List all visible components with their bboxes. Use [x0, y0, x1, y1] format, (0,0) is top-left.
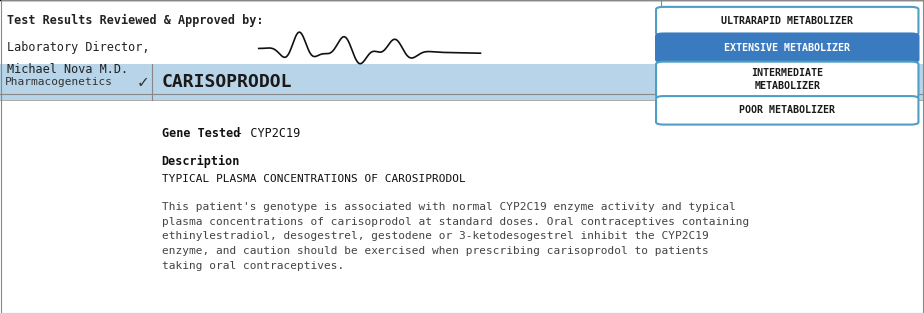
Text: Michael Nova M.D.: Michael Nova M.D.: [7, 63, 128, 76]
FancyBboxPatch shape: [656, 96, 918, 125]
FancyBboxPatch shape: [0, 64, 924, 100]
Text: Dec 16, 2019: Dec 16, 2019: [760, 69, 845, 82]
Text: Test Results Reviewed & Approved by:: Test Results Reviewed & Approved by:: [7, 14, 264, 27]
Text: REPORT DATE: REPORT DATE: [670, 69, 748, 82]
Text: Pharmacogenetics: Pharmacogenetics: [5, 77, 113, 87]
Text: Laboratory Director,: Laboratory Director,: [7, 41, 150, 54]
FancyBboxPatch shape: [656, 33, 918, 62]
Text: EXTENSIVE METABOLIZER: EXTENSIVE METABOLIZER: [724, 43, 850, 53]
Text: TYPICAL PLASMA CONCENTRATIONS OF CAROSIPRODOL: TYPICAL PLASMA CONCENTRATIONS OF CAROSIP…: [162, 174, 466, 184]
FancyBboxPatch shape: [656, 7, 918, 35]
Text: Description: Description: [162, 155, 240, 168]
Text: ✓: ✓: [137, 75, 150, 90]
FancyBboxPatch shape: [656, 62, 918, 98]
Text: POOR METABOLIZER: POOR METABOLIZER: [739, 105, 835, 115]
Text: CARISOPRODOL: CARISOPRODOL: [162, 73, 292, 91]
Text: INTERMEDIATE
METABOLIZER: INTERMEDIATE METABOLIZER: [751, 68, 823, 91]
Text: Gene Tested: Gene Tested: [162, 127, 240, 140]
Text: ULTRARAPID METABOLIZER: ULTRARAPID METABOLIZER: [722, 16, 853, 26]
Text: - CYP2C19: - CYP2C19: [229, 127, 300, 140]
FancyBboxPatch shape: [0, 0, 924, 94]
Text: This patient's genotype is associated with normal CYP2C19 enzyme activity and ty: This patient's genotype is associated wi…: [162, 202, 749, 271]
